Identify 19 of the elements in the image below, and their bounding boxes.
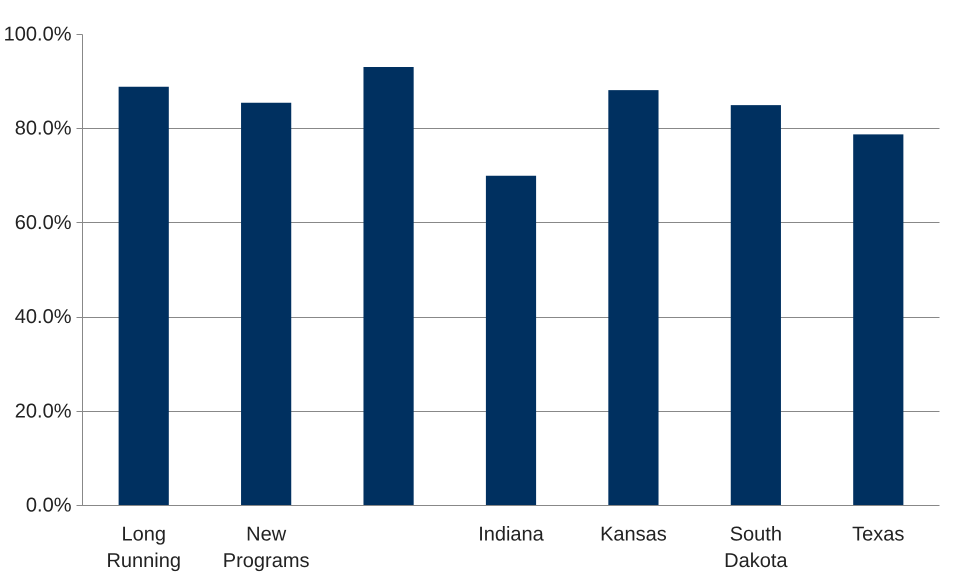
x-tick-label: Long Running	[106, 524, 181, 572]
bar	[118, 86, 169, 506]
y-tick-label: 100.0%	[4, 24, 72, 46]
x-tick-label: New Programs	[222, 524, 310, 572]
x-tick-label: Texas	[852, 524, 904, 546]
x-tick-label: South Dakota	[724, 524, 788, 572]
x-tick-label: Indiana	[478, 524, 545, 546]
bar	[241, 102, 292, 506]
y-tick-label: 20.0%	[14, 400, 72, 422]
bar	[730, 105, 781, 506]
y-tick-label: 40.0%	[14, 306, 72, 328]
y-tick-label: 0.0%	[26, 494, 72, 516]
x-tick-label: Kansas	[600, 524, 667, 546]
bar	[486, 176, 536, 506]
bar	[608, 90, 659, 506]
bar	[363, 67, 414, 506]
y-tick-label: 80.0%	[14, 118, 72, 140]
bar	[853, 134, 904, 506]
y-tick-label: 60.0%	[14, 212, 72, 234]
